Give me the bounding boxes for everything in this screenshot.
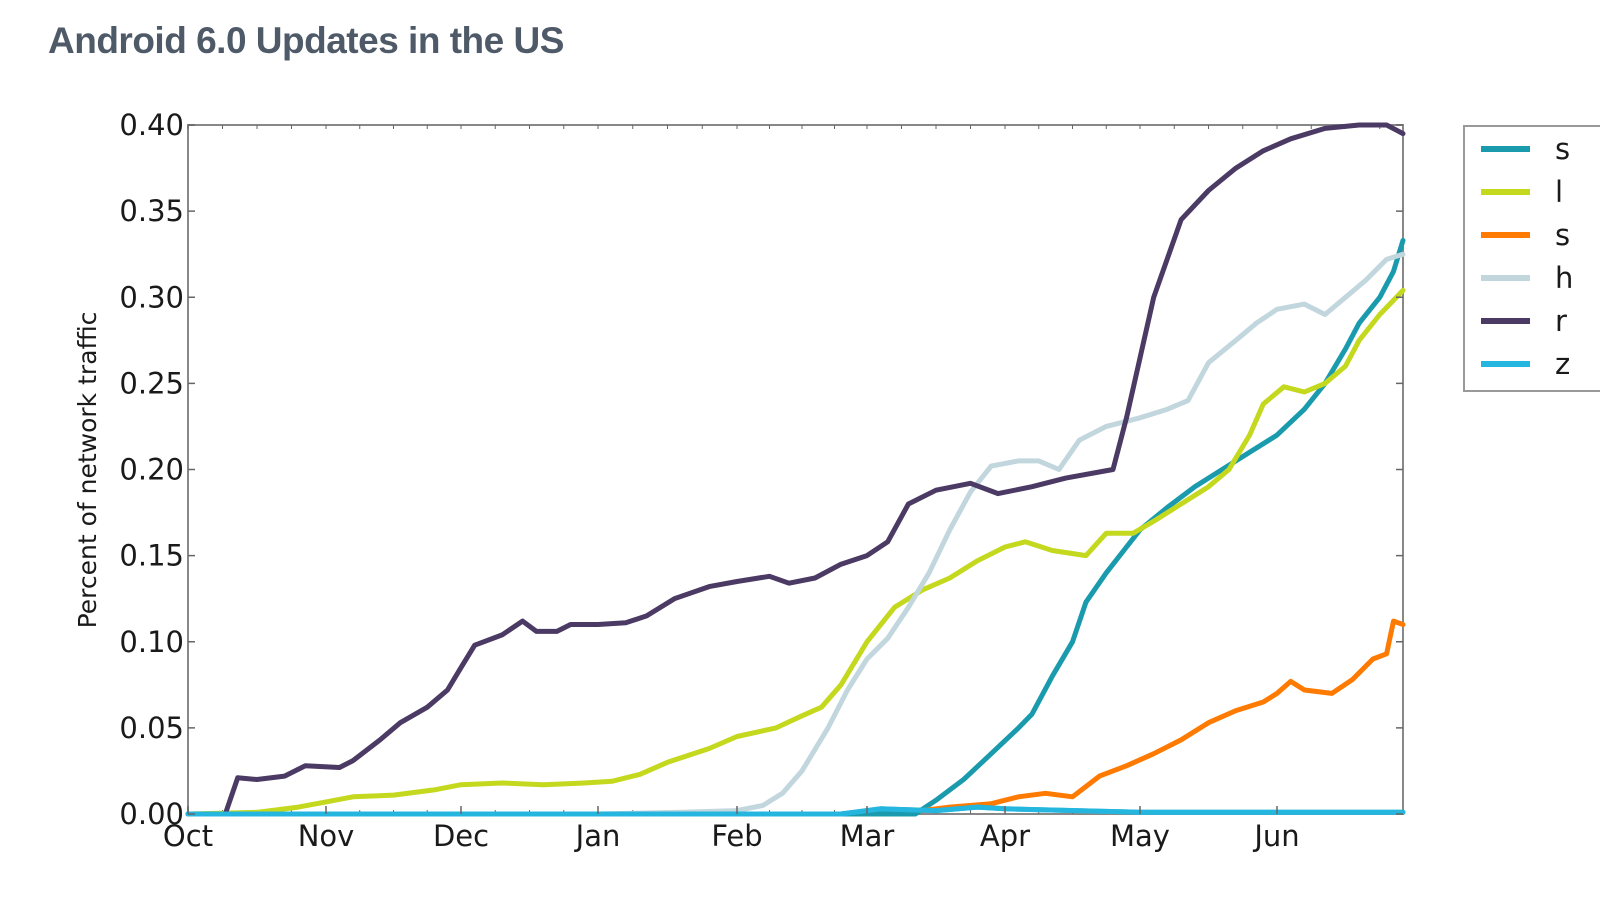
y-tick-label: 0.30 — [119, 280, 184, 314]
series-line-1 — [185, 237, 1406, 817]
x-tick-label: Apr — [980, 819, 1030, 853]
x-tick-label: Feb — [711, 819, 762, 853]
y-axis-label: Percent of network traffic — [73, 312, 102, 629]
series-line-3 — [919, 618, 1406, 814]
legend-label: l — [1555, 175, 1563, 209]
y-tick-label: 0.15 — [119, 539, 184, 573]
series-line-baseline-overlay — [185, 804, 1406, 817]
y-tick-label: 0.25 — [119, 366, 184, 400]
legend-label: r — [1555, 304, 1567, 338]
y-tick-label: 0.40 — [119, 108, 184, 142]
x-axis: Oct Nov Dec Jan Feb Mar Apr May Jun — [163, 806, 1300, 853]
x-tick-label: May — [1110, 819, 1170, 853]
series-line-5 — [185, 122, 1406, 817]
chart-title: Android 6.0 Updates in the US — [48, 20, 564, 61]
legend-label: h — [1555, 261, 1573, 295]
series-line-2 — [185, 287, 1406, 817]
plot-area-border — [187, 124, 1404, 815]
plot-frame — [187, 124, 1404, 815]
x-tick-label: Nov — [298, 819, 355, 853]
legend-box — [1463, 125, 1600, 392]
y-tick-label: 0.20 — [119, 453, 184, 487]
legend-label: s — [1555, 218, 1570, 252]
legend-label: s — [1555, 132, 1570, 166]
series-line-4 — [185, 251, 1406, 817]
series-layer — [185, 122, 1406, 817]
x-tick-label: Dec — [433, 819, 489, 853]
y-tick-label: 0.00 — [119, 797, 184, 831]
x-tick-label: Jan — [574, 819, 621, 853]
x-tick-label: Jun — [1252, 819, 1299, 853]
x-tick-label: Oct — [163, 819, 213, 853]
y-tick-label: 0.10 — [119, 625, 184, 659]
y-axis: 0.00 0.05 0.10 0.15 0.20 0.25 0.30 0.35 0.40 — [119, 108, 1403, 831]
y-tick-label: 0.35 — [119, 194, 184, 228]
y-tick-label: 0.05 — [119, 711, 184, 745]
x-tick-label: Mar — [840, 819, 895, 853]
legend-label: z — [1555, 347, 1570, 381]
